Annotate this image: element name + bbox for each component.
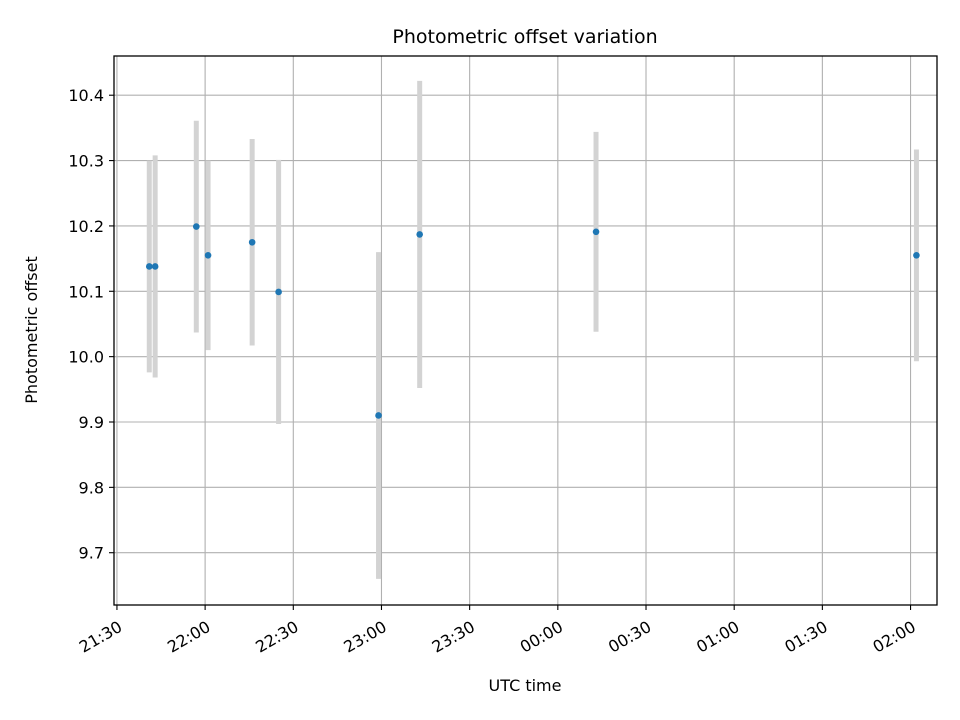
data-points <box>145 223 920 419</box>
data-point <box>592 228 600 236</box>
x-axis-label: UTC time <box>489 676 562 695</box>
data-point <box>375 412 382 419</box>
y-tick-label: 10.1 <box>68 282 104 301</box>
y-axis-label: Photometric offset <box>22 256 41 404</box>
data-point <box>193 223 200 230</box>
y-axis: 9.7 9.8 9.9 10.0 10.1 10.2 10.3 10.4 <box>68 86 114 563</box>
y-tick-label: 10.2 <box>68 217 104 236</box>
chart-title: Photometric offset variation <box>392 26 657 48</box>
data-point <box>145 263 153 270</box>
y-tick-label: 9.7 <box>79 544 104 563</box>
plot-frame <box>113 55 938 606</box>
data-point <box>275 288 282 296</box>
y-tick-label: 10.4 <box>68 86 104 105</box>
grid <box>114 56 937 605</box>
data-point <box>416 231 423 238</box>
y-tick-label: 9.8 <box>79 478 104 497</box>
data-point <box>151 263 159 270</box>
y-tick-label: 9.9 <box>79 413 104 432</box>
data-point <box>913 252 920 259</box>
data-point <box>204 252 212 259</box>
y-tick-label: 10.0 <box>68 348 104 367</box>
y-tick-label: 10.3 <box>68 152 104 171</box>
data-point <box>248 238 256 246</box>
